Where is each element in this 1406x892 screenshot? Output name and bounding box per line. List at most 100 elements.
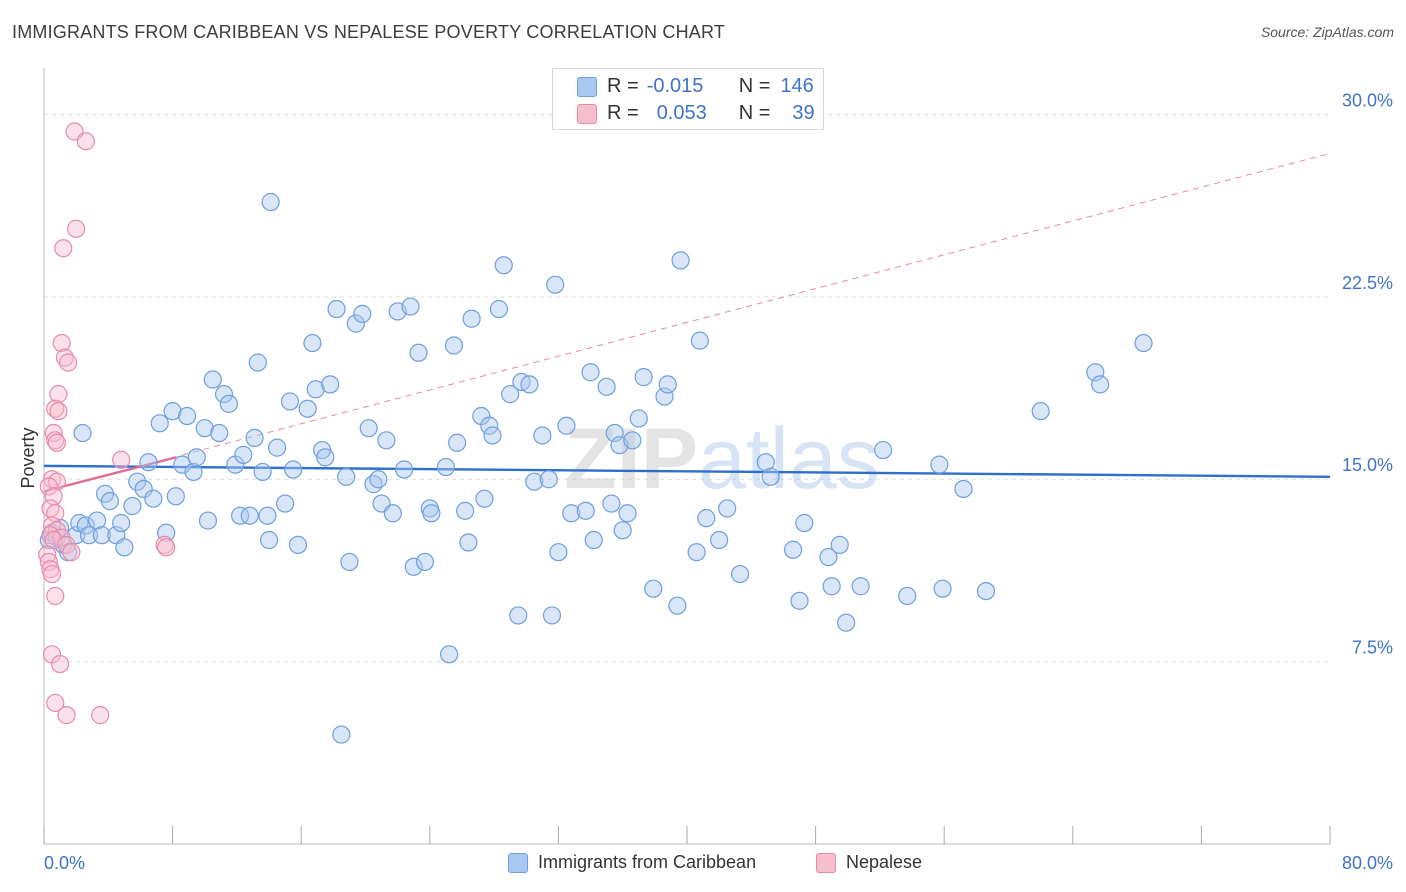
caribbean-point [369, 470, 388, 489]
caribbean-point [933, 579, 952, 598]
caribbean-point [258, 506, 277, 525]
nepalese-point [46, 693, 65, 713]
caribbean-point [253, 462, 272, 482]
caribbean-point [259, 530, 279, 550]
caribbean-point [539, 470, 558, 489]
caribbean-point [795, 513, 814, 533]
caribbean-point [613, 521, 632, 540]
caribbean-point [409, 343, 428, 362]
x-tick-label: 0.0% [44, 853, 85, 873]
caribbean-point [509, 606, 528, 625]
caribbean-point [76, 516, 95, 535]
caribbean-point [203, 370, 222, 389]
y-tick-label: 30.0% [1342, 90, 1393, 110]
caribbean-point [195, 419, 214, 438]
legend-r-label: R = [607, 75, 639, 97]
caribbean-point [404, 557, 423, 576]
caribbean-point [483, 426, 502, 445]
caribbean-point [1031, 402, 1050, 421]
caribbean-point [687, 543, 706, 562]
legend-n-label: N = [738, 102, 771, 124]
caribbean-point [73, 423, 92, 443]
nepalese-point [57, 706, 76, 725]
nepalese-point [54, 239, 73, 258]
y-tick-label: 7.5% [1352, 638, 1393, 658]
caribbean-point [198, 511, 218, 530]
caribbean-point [444, 336, 464, 355]
caribbean-point [422, 504, 441, 523]
caribbean-point [436, 457, 455, 477]
watermark: ZIPatlas [564, 411, 879, 507]
legend-swatch-blue [577, 76, 597, 97]
caribbean-point [128, 472, 147, 491]
caribbean-point [346, 314, 365, 333]
caribbean-point [134, 479, 153, 499]
caribbean-point [597, 377, 616, 396]
caribbean-point [298, 399, 317, 418]
caribbean-point [184, 462, 203, 482]
caribbean-point [634, 368, 653, 387]
bottom-legend-caribbean: Immigrants from Caribbean [508, 852, 756, 873]
caribbean-point [177, 406, 197, 426]
caribbean-point [671, 251, 690, 270]
caribbean-point [557, 416, 576, 435]
caribbean-point [261, 192, 280, 212]
caribbean-point [1091, 375, 1110, 394]
legend-swatch-pink [816, 852, 836, 873]
caribbean-point [79, 526, 99, 545]
caribbean-point [456, 501, 475, 520]
nepalese-point [76, 132, 95, 151]
caribbean-point [92, 526, 111, 545]
caribbean-point [494, 256, 513, 275]
caribbean-point [280, 392, 300, 411]
caribbean-point [267, 438, 287, 457]
nepalese-point [46, 399, 65, 418]
caribbean-point [214, 385, 234, 404]
caribbean-point [874, 440, 893, 460]
caribbean-point [475, 489, 494, 508]
caribbean-point [837, 613, 856, 632]
nepalese-point [42, 564, 62, 584]
nepalese-point [46, 586, 65, 606]
caribbean-point [898, 586, 917, 606]
legend-row-nepalese: R = 0.053 N = 39 [577, 102, 815, 125]
nepalese-trend-line-extended [43, 152, 1331, 492]
caribbean-point [584, 530, 603, 550]
caribbean-point [690, 331, 709, 350]
nepalese-point [59, 353, 78, 372]
caribbean-point [284, 460, 303, 479]
caribbean-point [644, 579, 663, 598]
caribbean-point [276, 494, 295, 513]
caribbean-point [321, 375, 340, 394]
legend-box: R = -0.015 N = 146 R = 0.053 N = 39 [552, 68, 824, 130]
caribbean-point [546, 275, 565, 294]
nepalese-trend-line [43, 456, 177, 493]
caribbean-point [851, 577, 870, 596]
y-tick-label: 22.5% [1342, 273, 1393, 293]
nepalese-point [55, 348, 74, 367]
caribbean-point [337, 467, 356, 486]
caribbean-point [359, 419, 378, 438]
x-tick-label: 80.0% [1342, 853, 1393, 873]
caribbean-point [219, 394, 238, 413]
caribbean-point [976, 581, 996, 601]
caribbean-point [520, 375, 539, 394]
caribbean-point [377, 431, 396, 450]
legend-swatch-blue [508, 852, 528, 873]
caribbean-point [115, 538, 134, 557]
caribbean-point [163, 402, 182, 421]
caribbean-point [1134, 333, 1153, 353]
caribbean-point [150, 414, 169, 433]
nepalese-point [38, 545, 57, 564]
caribbean-point [248, 353, 267, 372]
caribbean-point [327, 299, 346, 319]
caribbean-point [756, 453, 775, 472]
caribbean-point [210, 423, 229, 443]
legend-r-value: -0.015 [646, 75, 704, 97]
legend-label: Nepalese [846, 852, 923, 872]
caribbean-trend-line [43, 464, 1331, 479]
caribbean-point [783, 540, 803, 559]
caribbean-point [730, 564, 750, 584]
caribbean-point [240, 506, 259, 525]
